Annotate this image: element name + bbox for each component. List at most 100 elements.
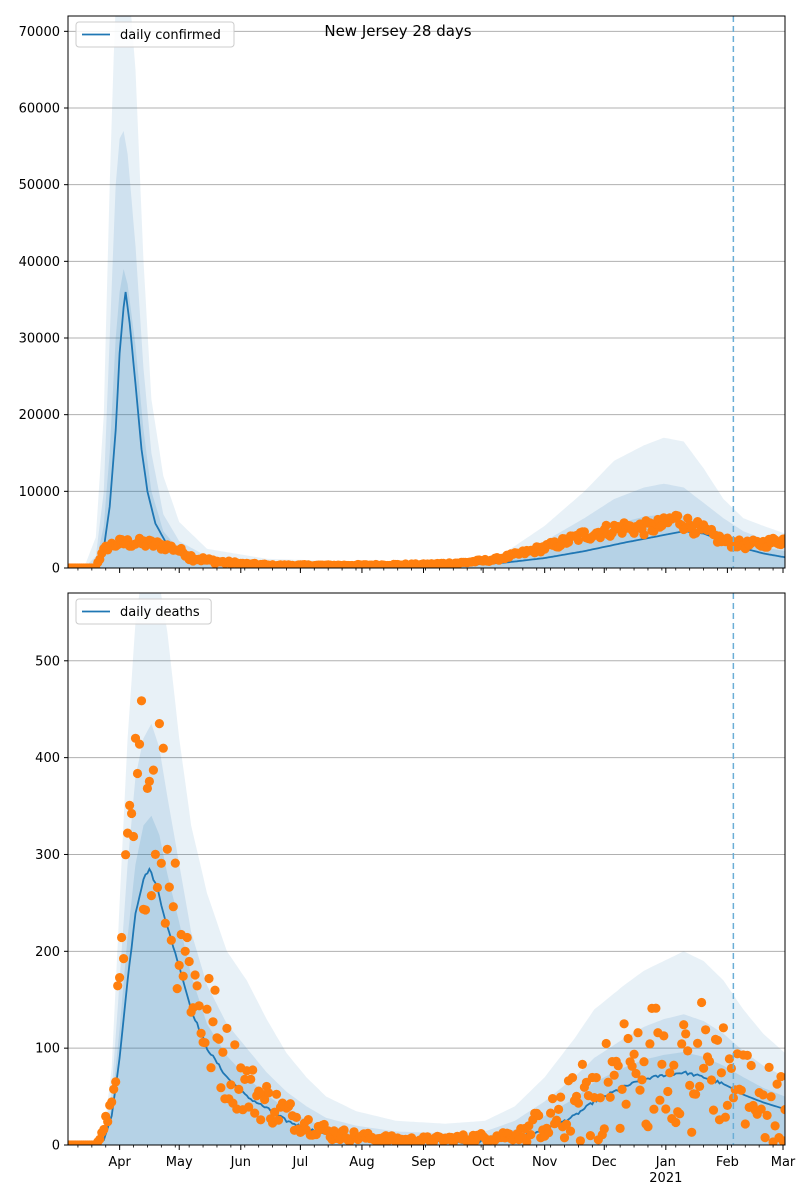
- observed-point: [196, 1028, 206, 1038]
- observed-point: [168, 902, 178, 912]
- observed-point: [111, 1077, 121, 1087]
- observed-point: [246, 1074, 256, 1084]
- observed-point: [601, 520, 611, 531]
- observed-point: [148, 765, 158, 775]
- observed-point: [103, 1117, 113, 1127]
- observed-point: [166, 935, 176, 945]
- x-tick-label: May: [166, 1155, 193, 1170]
- observed-point: [534, 1110, 544, 1121]
- observed-point: [271, 1089, 282, 1099]
- observed-point: [726, 1063, 737, 1073]
- observed-point: [184, 956, 194, 967]
- observed-point: [178, 971, 188, 981]
- observed-point: [134, 739, 145, 749]
- observed-point: [613, 1061, 623, 1071]
- observed-point: [210, 985, 220, 995]
- observed-point: [693, 1038, 703, 1048]
- axes-frame: [67, 592, 786, 1146]
- observed-point: [756, 1104, 766, 1114]
- observed-point: [573, 535, 584, 546]
- observed-point: [128, 831, 139, 842]
- observed-point: [256, 1115, 266, 1125]
- y-tick-label: 400: [35, 751, 60, 766]
- observed-point: [248, 1065, 258, 1075]
- y-tick-label: 40000: [19, 255, 60, 270]
- observed-point: [687, 1127, 697, 1137]
- observed-point: [285, 1099, 295, 1109]
- observed-point: [164, 882, 174, 892]
- observed-point: [132, 768, 143, 779]
- plot-area: [68, 16, 785, 568]
- confirmed-chart: 0 10000 20000 30000 40000 50000 60000 70000 dail…: [19, 15, 786, 577]
- observed-point: [206, 1063, 216, 1073]
- observed-point: [222, 1023, 232, 1033]
- observed-point: [172, 984, 182, 994]
- x-tick-label: Dec: [592, 1155, 617, 1170]
- observed-point: [603, 1077, 613, 1087]
- observed-point: [699, 1063, 709, 1073]
- observed-point: [107, 1097, 117, 1107]
- observed-point: [629, 1049, 639, 1059]
- x-tick-label: Apr: [108, 1155, 131, 1170]
- observed-point: [683, 1046, 693, 1056]
- observed-point: [125, 800, 135, 811]
- observed-point: [548, 1094, 558, 1104]
- observed-point: [559, 1133, 570, 1143]
- observed-point: [303, 1115, 313, 1125]
- y-tick-label: 0: [52, 562, 60, 577]
- observed-point: [661, 1104, 671, 1114]
- observed-point: [716, 1068, 727, 1078]
- observed-point: [152, 882, 162, 893]
- observed-point: [264, 1088, 274, 1098]
- observed-point: [669, 1060, 679, 1070]
- observed-point: [623, 1033, 633, 1044]
- observed-point: [202, 1004, 212, 1014]
- observed-point: [617, 1084, 627, 1094]
- observed-point: [619, 1019, 629, 1029]
- observed-point: [136, 696, 147, 706]
- observed-point: [645, 1039, 655, 1049]
- observed-point: [615, 1123, 625, 1133]
- observed-point: [273, 1115, 284, 1125]
- observed-point: [140, 905, 151, 915]
- observed-point: [724, 1054, 735, 1064]
- observed-point: [154, 719, 164, 729]
- observed-point: [639, 1057, 649, 1067]
- observed-point: [214, 1034, 224, 1044]
- observed-point: [192, 981, 202, 991]
- observed-point: [762, 1110, 772, 1120]
- observed-point: [146, 891, 156, 901]
- observed-point: [685, 1080, 695, 1090]
- y-tick-label: 20000: [19, 408, 60, 423]
- observed-point: [657, 1059, 667, 1069]
- observed-point: [718, 1023, 729, 1033]
- observed-point: [260, 1095, 270, 1105]
- plot-area: [68, 593, 785, 1145]
- observed-point: [150, 849, 160, 860]
- observed-point: [605, 1092, 615, 1102]
- observed-point: [712, 1035, 723, 1045]
- legend-label: daily confirmed: [120, 28, 221, 43]
- y-tick-label: 10000: [19, 485, 60, 500]
- observed-point: [772, 1079, 782, 1089]
- observed-point: [591, 1073, 601, 1083]
- observed-point: [609, 1070, 619, 1080]
- observed-point: [736, 1085, 746, 1095]
- observed-point: [708, 1105, 719, 1115]
- observed-point: [109, 1084, 119, 1094]
- x-tick-label: Feb: [716, 1155, 739, 1170]
- observed-point: [194, 1001, 204, 1011]
- observed-point: [766, 1092, 776, 1102]
- x-tick-label: Jul: [292, 1155, 309, 1170]
- observed-point: [649, 1104, 659, 1114]
- observed-point: [691, 1089, 701, 1099]
- observed-point: [764, 1062, 774, 1072]
- observed-point: [706, 1075, 717, 1085]
- observed-point: [677, 1039, 687, 1049]
- observed-point: [230, 1040, 240, 1050]
- observed-point: [200, 1038, 210, 1048]
- observed-point: [556, 1092, 566, 1102]
- y-tick-label: 0: [52, 1139, 60, 1154]
- observed-point: [720, 1112, 731, 1122]
